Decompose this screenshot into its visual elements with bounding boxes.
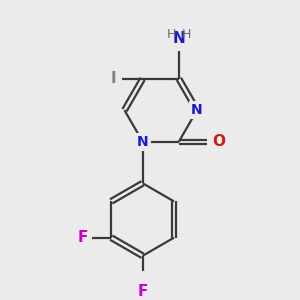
Text: N: N <box>191 103 203 117</box>
Text: O: O <box>212 134 225 149</box>
Text: N: N <box>137 135 148 148</box>
Text: F: F <box>78 230 88 245</box>
Text: N: N <box>172 31 185 46</box>
Text: H: H <box>182 28 191 41</box>
Text: I: I <box>111 71 116 86</box>
Text: H: H <box>167 28 176 41</box>
Text: F: F <box>137 284 148 299</box>
